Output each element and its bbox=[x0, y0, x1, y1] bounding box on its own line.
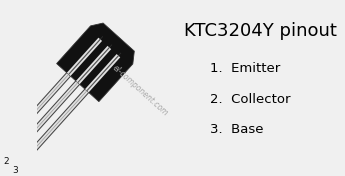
Text: 2: 2 bbox=[3, 157, 9, 166]
Polygon shape bbox=[57, 23, 134, 102]
Text: KTC3204Y pinout: KTC3204Y pinout bbox=[184, 22, 336, 40]
Text: 3.  Base: 3. Base bbox=[210, 123, 264, 136]
Text: 1.  Emitter: 1. Emitter bbox=[210, 62, 280, 75]
Text: 2.  Collector: 2. Collector bbox=[210, 93, 291, 106]
Text: 3: 3 bbox=[12, 166, 18, 175]
Text: el-component.com: el-component.com bbox=[111, 63, 170, 118]
